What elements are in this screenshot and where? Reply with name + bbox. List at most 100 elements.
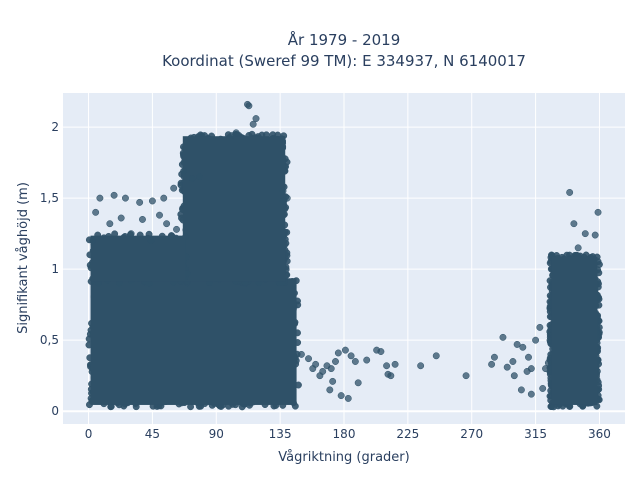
data-point — [499, 333, 507, 341]
data-point — [503, 363, 511, 371]
y-tick-label: 2 — [51, 120, 59, 134]
data-point — [279, 197, 287, 205]
x-tick-label: 0 — [85, 427, 93, 441]
data-point — [173, 225, 180, 233]
data-point — [92, 208, 100, 216]
data-point — [312, 360, 320, 368]
data-point — [519, 343, 527, 351]
data-point — [341, 346, 349, 354]
dense-point-clusters — [85, 130, 603, 411]
x-tick-label: 225 — [396, 427, 419, 441]
data-point — [574, 244, 582, 252]
y-tick-label: 0,5 — [40, 333, 59, 347]
data-point — [363, 356, 371, 364]
data-point — [127, 230, 135, 238]
x-axis-title: Vågriktning (grader) — [278, 450, 409, 465]
data-point — [488, 360, 496, 368]
data-point — [96, 194, 104, 202]
x-tick-label: 135 — [269, 427, 292, 441]
data-point — [110, 191, 118, 199]
data-point — [536, 323, 544, 331]
data-point — [432, 352, 440, 360]
data-point — [195, 173, 203, 181]
data-point — [387, 372, 395, 380]
y-tick-labels: 0 0,5 1 1,5 2 — [40, 120, 59, 418]
x-tick-label: 360 — [588, 427, 611, 441]
data-point — [160, 194, 168, 202]
data-point — [570, 220, 578, 228]
x-tick-label: 180 — [333, 427, 356, 441]
data-point — [327, 365, 335, 373]
data-point — [170, 184, 178, 192]
data-point — [156, 211, 163, 219]
x-tick-labels: 0 45 90 135 180 225 270 315 360 — [85, 427, 611, 441]
data-point — [279, 187, 287, 195]
data-point — [510, 372, 518, 380]
data-point — [148, 197, 156, 205]
data-point — [334, 349, 342, 357]
grid-lines — [63, 93, 625, 424]
data-point — [326, 386, 334, 394]
data-point — [106, 220, 114, 228]
data-point — [581, 230, 589, 238]
data-point — [163, 220, 171, 228]
data-point — [417, 362, 425, 370]
data-point — [509, 358, 517, 365]
data-point — [121, 194, 129, 202]
y-tick-label: 1,5 — [40, 191, 59, 205]
data-point — [532, 336, 540, 344]
data-point — [513, 340, 521, 348]
data-point — [527, 390, 535, 398]
x-tick-label: 45 — [145, 427, 160, 441]
data-point — [228, 132, 236, 140]
data-point — [351, 358, 359, 365]
data-point — [391, 360, 399, 368]
data-point — [305, 355, 312, 363]
chart-title-line1: År 1979 - 2019 — [288, 30, 401, 49]
data-point — [462, 372, 470, 380]
data-point — [377, 348, 385, 355]
dense-cluster-core — [551, 256, 598, 405]
data-point — [332, 358, 339, 365]
dense-cluster-core — [90, 235, 186, 282]
data-point — [252, 115, 260, 123]
data-point — [319, 367, 327, 375]
x-tick-label: 90 — [209, 427, 224, 441]
data-point — [517, 386, 525, 394]
data-point — [591, 231, 599, 239]
dense-cluster-core — [90, 278, 297, 405]
data-point — [139, 215, 146, 223]
x-tick-label: 270 — [460, 427, 483, 441]
data-point — [337, 392, 345, 400]
data-point — [89, 237, 97, 245]
data-point — [383, 362, 391, 370]
data-point — [188, 174, 196, 182]
data-point — [245, 102, 253, 110]
data-point — [566, 188, 574, 196]
data-point — [117, 214, 125, 222]
x-tick-label: 315 — [524, 427, 547, 441]
chart-title-line2: Koordinat (Sweref 99 TM): E 334937, N 61… — [162, 52, 526, 70]
dense-cluster-core — [182, 136, 286, 282]
y-tick-label: 0 — [51, 404, 59, 418]
data-point — [527, 365, 535, 373]
y-tick-label: 1 — [51, 262, 59, 276]
y-axis-title: Signifikant våghöjd (m) — [16, 182, 31, 334]
data-point — [329, 377, 337, 385]
data-point — [297, 350, 305, 358]
data-point — [594, 208, 602, 216]
data-point — [539, 385, 547, 392]
data-point — [147, 237, 155, 245]
data-points — [89, 100, 602, 402]
data-point — [544, 359, 552, 367]
data-point — [542, 365, 549, 373]
data-point — [249, 120, 257, 128]
data-point — [136, 198, 144, 206]
data-point — [180, 167, 188, 175]
data-point — [525, 353, 532, 361]
data-point — [347, 352, 355, 360]
data-point — [490, 353, 498, 361]
data-point — [354, 379, 362, 387]
data-point — [344, 394, 352, 402]
